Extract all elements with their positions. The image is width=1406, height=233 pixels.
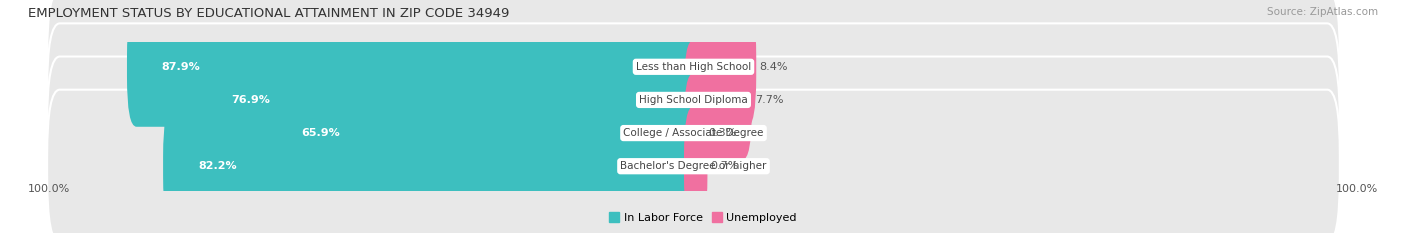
Text: 100.0%: 100.0% — [28, 184, 70, 194]
FancyBboxPatch shape — [683, 7, 756, 127]
Text: High School Diploma: High School Diploma — [640, 95, 748, 105]
FancyBboxPatch shape — [48, 90, 1340, 233]
Text: 100.0%: 100.0% — [1336, 184, 1378, 194]
Text: 87.9%: 87.9% — [162, 62, 201, 72]
Text: Source: ZipAtlas.com: Source: ZipAtlas.com — [1267, 7, 1378, 17]
FancyBboxPatch shape — [127, 7, 703, 127]
FancyBboxPatch shape — [683, 40, 752, 160]
Text: 7.7%: 7.7% — [755, 95, 783, 105]
FancyBboxPatch shape — [48, 0, 1340, 143]
Text: College / Associate Degree: College / Associate Degree — [623, 128, 763, 138]
Text: 0.3%: 0.3% — [709, 128, 737, 138]
Text: Bachelor's Degree or higher: Bachelor's Degree or higher — [620, 161, 766, 171]
Text: 76.9%: 76.9% — [232, 95, 270, 105]
Text: 0.7%: 0.7% — [710, 161, 740, 171]
FancyBboxPatch shape — [163, 106, 703, 226]
Text: EMPLOYMENT STATUS BY EDUCATIONAL ATTAINMENT IN ZIP CODE 34949: EMPLOYMENT STATUS BY EDUCATIONAL ATTAINM… — [28, 7, 509, 20]
FancyBboxPatch shape — [48, 57, 1340, 210]
Text: 8.4%: 8.4% — [759, 62, 787, 72]
FancyBboxPatch shape — [48, 23, 1340, 176]
FancyBboxPatch shape — [683, 73, 704, 193]
FancyBboxPatch shape — [683, 106, 707, 226]
FancyBboxPatch shape — [266, 73, 703, 193]
Text: 65.9%: 65.9% — [301, 128, 340, 138]
Legend: In Labor Force, Unemployed: In Labor Force, Unemployed — [605, 208, 801, 227]
Text: 82.2%: 82.2% — [198, 161, 236, 171]
FancyBboxPatch shape — [197, 40, 703, 160]
Text: Less than High School: Less than High School — [636, 62, 751, 72]
